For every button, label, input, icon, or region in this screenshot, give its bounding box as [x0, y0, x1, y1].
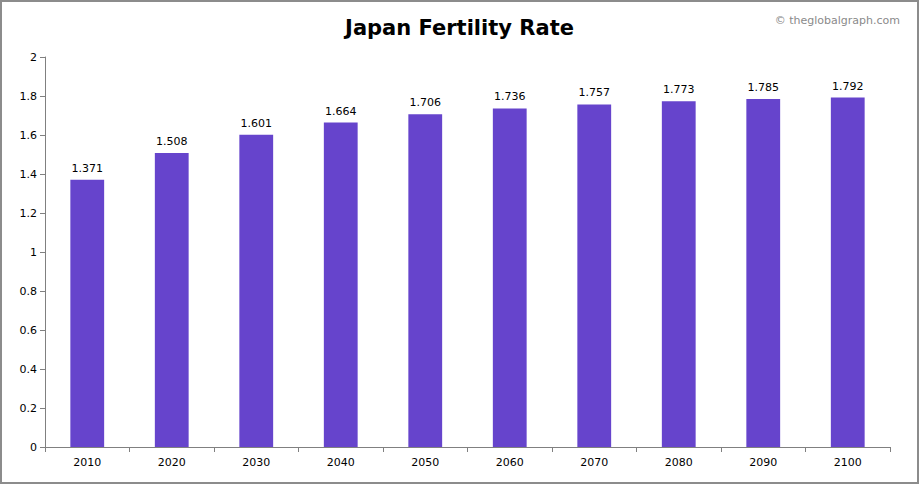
svg-text:0.8: 0.8	[20, 285, 38, 298]
svg-text:1.6: 1.6	[20, 129, 38, 142]
svg-text:1.8: 1.8	[20, 90, 38, 103]
svg-text:2070: 2070	[580, 456, 608, 469]
svg-text:1.773: 1.773	[663, 83, 695, 96]
svg-text:2020: 2020	[158, 456, 186, 469]
svg-text:1.664: 1.664	[325, 105, 357, 118]
svg-text:0: 0	[30, 441, 37, 454]
svg-text:2100: 2100	[834, 456, 862, 469]
svg-text:2: 2	[30, 51, 37, 64]
svg-text:2030: 2030	[242, 456, 270, 469]
svg-text:1.785: 1.785	[748, 81, 780, 94]
svg-text:1.2: 1.2	[20, 207, 38, 220]
svg-text:© theglobalgraph.com: © theglobalgraph.com	[775, 14, 900, 27]
svg-text:2040: 2040	[327, 456, 355, 469]
svg-text:Japan Fertility Rate: Japan Fertility Rate	[343, 16, 574, 40]
svg-text:0.4: 0.4	[20, 363, 38, 376]
svg-text:0.2: 0.2	[20, 402, 38, 415]
svg-text:1.706: 1.706	[410, 96, 442, 109]
svg-text:1.371: 1.371	[72, 162, 104, 175]
svg-text:2090: 2090	[749, 456, 777, 469]
svg-text:0.6: 0.6	[20, 324, 38, 337]
svg-text:1.736: 1.736	[494, 90, 526, 103]
svg-text:1.508: 1.508	[156, 135, 188, 148]
svg-text:2060: 2060	[496, 456, 524, 469]
svg-text:1: 1	[30, 246, 37, 259]
svg-text:1.792: 1.792	[832, 80, 864, 93]
svg-text:1.4: 1.4	[20, 168, 38, 181]
svg-text:2050: 2050	[411, 456, 439, 469]
svg-text:1.601: 1.601	[241, 117, 273, 130]
svg-text:1.757: 1.757	[579, 86, 611, 99]
svg-text:2010: 2010	[73, 456, 101, 469]
svg-text:2080: 2080	[665, 456, 693, 469]
